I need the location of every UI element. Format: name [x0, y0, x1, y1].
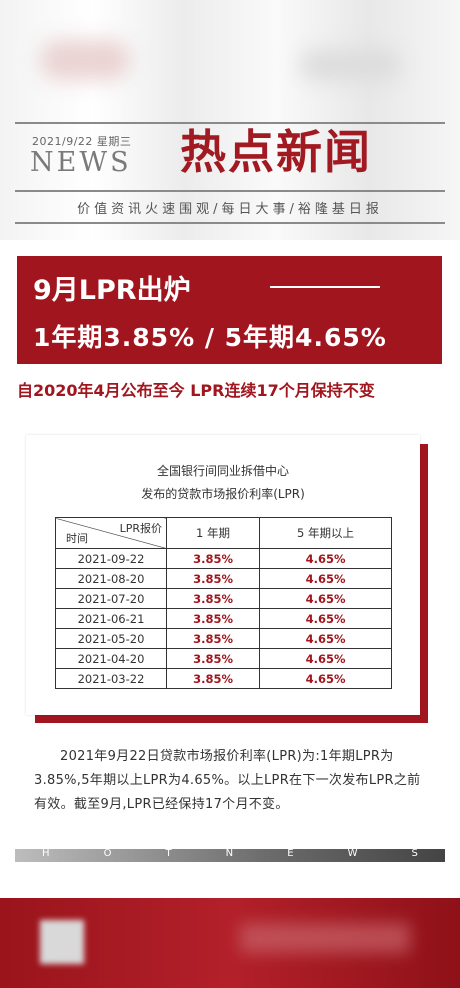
header-one-year: 1 年期	[165, 517, 261, 549]
table-row: 2021-05-20 3.85% 4.65%	[55, 628, 392, 649]
letter-t: T	[165, 848, 172, 859]
date-label: 2021/9/22 星期三	[32, 135, 132, 148]
headline-banner: 9月LPR出炉 1年期3.85% / 5年期4.65%	[17, 256, 442, 364]
table-row: 2021-03-22 3.85% 4.65%	[55, 668, 392, 689]
footer-band	[0, 898, 460, 988]
card-title-1: 全国银行间同业拆借中心	[156, 464, 289, 478]
row-one-year: 3.85%	[165, 628, 261, 649]
letter-n: N	[225, 848, 234, 859]
row-date: 2021-05-20	[55, 628, 167, 649]
table-row: 2021-06-21 3.85% 4.65%	[55, 608, 392, 629]
slogan-bottom-rule	[15, 222, 445, 224]
blurred-logo	[40, 40, 130, 80]
letter-s: S	[411, 848, 418, 859]
news-word: NEWS	[30, 147, 132, 178]
row-five-year: 4.65%	[259, 608, 392, 629]
row-one-year: 3.85%	[165, 608, 261, 629]
row-five-year: 4.65%	[259, 668, 392, 689]
row-one-year: 3.85%	[165, 568, 261, 589]
row-five-year: 4.65%	[259, 648, 392, 669]
subheadline: 自2020年4月公布至今 LPR连续17个月保持不变	[17, 381, 375, 400]
row-five-year: 4.65%	[259, 548, 392, 569]
row-date: 2021-03-22	[55, 668, 167, 689]
row-one-year: 3.85%	[165, 648, 261, 669]
row-date: 2021-04-20	[55, 648, 167, 669]
headline-line-1: 9月LPR出炉	[33, 275, 191, 306]
header-time: 时间	[66, 532, 88, 545]
blurred-decoration	[300, 50, 400, 80]
row-date: 2021-06-21	[55, 608, 167, 629]
qr-code-icon	[40, 920, 84, 964]
hot-news-letters: H O T N E W S	[15, 848, 445, 859]
table-row: 2021-07-20 3.85% 4.65%	[55, 588, 392, 609]
letter-o: O	[103, 848, 112, 859]
row-one-year: 3.85%	[165, 588, 261, 609]
lpr-table: LPR报价 时间 1 年期 5 年期以上 2021-09-22 3.85% 4.…	[55, 517, 392, 689]
blurred-footer-text	[240, 923, 410, 953]
article-paragraph: 2021年9月22日贷款市场报价利率(LPR)为:1年期LPR为3.85%,5年…	[34, 749, 421, 812]
page-title: 热点新闻	[180, 125, 372, 179]
header-top-rule	[15, 122, 445, 124]
card-title-2: 发布的贷款市场报价利率(LPR)	[141, 487, 305, 501]
row-date: 2021-07-20	[55, 588, 167, 609]
header-lpr: LPR报价	[119, 522, 162, 535]
row-date: 2021-09-22	[55, 548, 167, 569]
headline-dash	[270, 286, 380, 288]
row-five-year: 4.65%	[259, 588, 392, 609]
row-date: 2021-08-20	[55, 568, 167, 589]
slogan-top-rule	[15, 190, 445, 192]
row-one-year: 3.85%	[165, 548, 261, 569]
letter-h: H	[42, 848, 50, 859]
headline-line-2: 1年期3.85% / 5年期4.65%	[33, 323, 387, 352]
header-five-year: 5 年期以上	[259, 517, 392, 549]
diagonal-header-cell: LPR报价 时间	[55, 517, 167, 549]
lpr-card: 全国银行间同业拆借中心 发布的贷款市场报价利率(LPR) LPR报价 时间 1 …	[26, 435, 420, 715]
letter-w: W	[347, 848, 358, 859]
slogan: 价值资讯火速围观/每日大事/裕隆基日报	[77, 202, 383, 217]
row-five-year: 4.65%	[259, 568, 392, 589]
table-row: 2021-04-20 3.85% 4.65%	[55, 648, 392, 669]
table-header-row: LPR报价 时间 1 年期 5 年期以上	[55, 517, 392, 549]
letter-e: E	[287, 848, 294, 859]
table-row: 2021-08-20 3.85% 4.65%	[55, 568, 392, 589]
table-row: 2021-09-22 3.85% 4.65%	[55, 548, 392, 569]
hot-news-bar: H O T N E W S	[15, 848, 445, 862]
row-five-year: 4.65%	[259, 628, 392, 649]
row-one-year: 3.85%	[165, 668, 261, 689]
